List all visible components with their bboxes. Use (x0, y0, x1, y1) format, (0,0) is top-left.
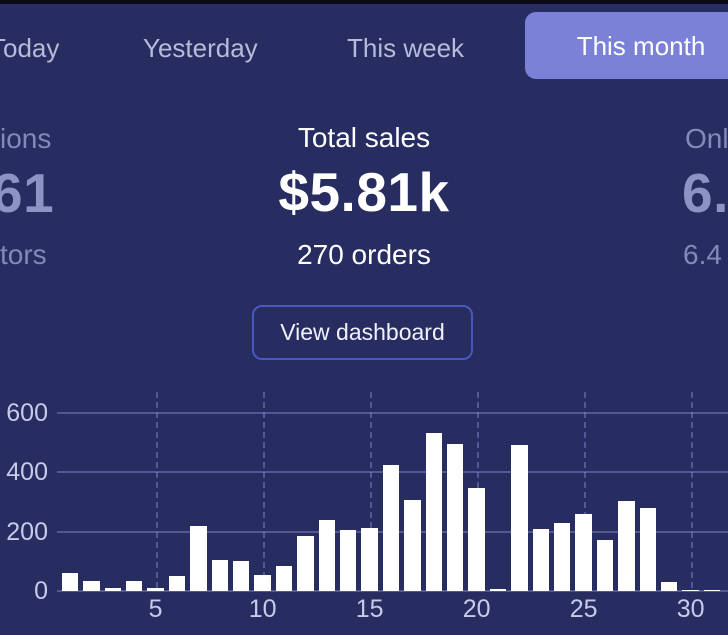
bar-day-21 (489, 588, 507, 591)
bar-day-15 (361, 528, 378, 591)
y-tick-label-600: 600 (6, 399, 48, 427)
bar-day-1 (61, 573, 79, 591)
y-tick-label-400: 400 (6, 458, 48, 487)
bar-day-3 (104, 588, 122, 591)
stat-left-sub: tors (0, 239, 47, 270)
y-tick-label-0: 0 (34, 577, 48, 605)
x-tick-label-10: 10 (248, 595, 277, 623)
sales-bar-chart: 0 200 400 600 5 10 15 20 25 30 (0, 390, 728, 635)
bar-day-11 (275, 565, 293, 591)
tab-today[interactable]: Today (0, 33, 60, 63)
tab-this-month[interactable]: This month (525, 12, 728, 79)
tab-yesterday[interactable]: Yesterday (143, 33, 258, 63)
bar-day-10 (254, 574, 271, 591)
bar-day-9 (232, 561, 250, 591)
tab-this-week[interactable]: This week (347, 33, 465, 63)
bar-day-4 (125, 580, 143, 591)
bar-day-18 (425, 433, 443, 591)
total-sales-label: Total sales (297, 122, 431, 153)
gridline-x-15 (369, 392, 372, 588)
x-tick-label-30: 30 (676, 595, 705, 623)
gridline-y-600 (57, 412, 728, 414)
stat-right-value: 6. (682, 162, 728, 224)
stat-left-value: 61 (0, 162, 55, 224)
view-dashboard-button[interactable]: View dashboard (252, 305, 473, 360)
gridline-x-5 (155, 392, 158, 588)
bar-day-22 (511, 444, 528, 591)
bar-day-31 (703, 589, 721, 591)
bar-day-26 (596, 539, 614, 591)
chart-plot: 0 200 400 600 (0, 390, 728, 604)
gridline-x-25 (583, 392, 586, 588)
bar-day-17 (404, 499, 421, 591)
bar-day-6 (168, 576, 186, 591)
orders-count: 270 orders (297, 239, 431, 270)
bar-day-25 (575, 513, 592, 591)
top-divider (0, 0, 728, 4)
bar-day-8 (211, 559, 229, 591)
x-tick-label-5: 5 (148, 595, 163, 623)
bar-day-30 (682, 589, 699, 591)
bar-day-7 (190, 525, 207, 591)
bar-day-14 (339, 530, 357, 591)
bar-day-23 (532, 528, 550, 591)
total-sales-value: $5.81k (278, 161, 450, 223)
bar-day-24 (553, 523, 571, 591)
bar-day-28 (639, 507, 657, 591)
y-tick-label-200: 200 (6, 517, 48, 546)
bar-day-5 (147, 588, 164, 591)
stat-left-label: ions (0, 123, 52, 154)
bar-day-12 (297, 536, 314, 591)
gridline-x-10 (262, 392, 265, 588)
stat-right-sub: 6.4 (683, 239, 722, 270)
bar-day-27 (618, 500, 635, 591)
bar-day-16 (382, 464, 400, 591)
bar-day-20 (468, 487, 485, 591)
x-tick-label-20: 20 (462, 595, 491, 623)
bar-day-13 (318, 519, 336, 591)
gridline-y-0 (57, 590, 728, 592)
stat-right-label: Onl (685, 123, 728, 154)
bar-day-29 (660, 582, 678, 591)
x-tick-label-15: 15 (355, 595, 384, 623)
x-tick-label-25: 25 (569, 595, 598, 623)
bar-day-19 (446, 444, 464, 591)
bar-day-2 (83, 580, 100, 591)
gridline-x-30 (690, 392, 693, 588)
